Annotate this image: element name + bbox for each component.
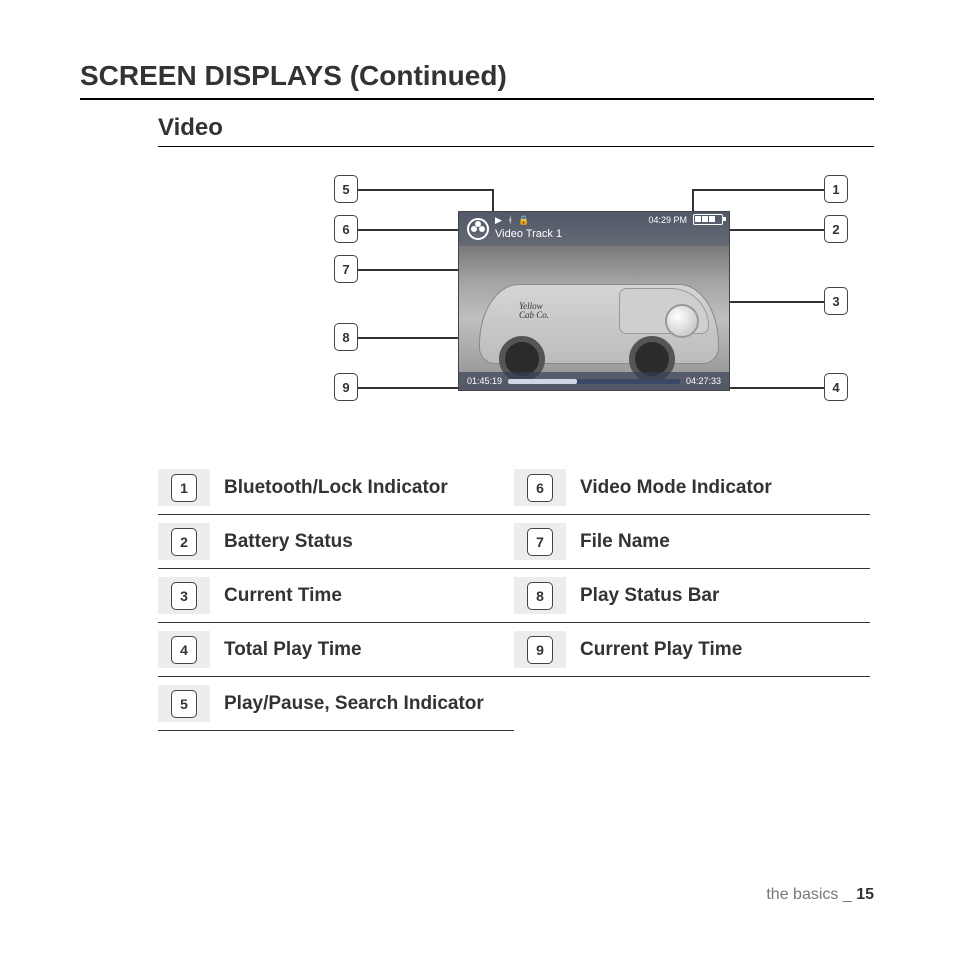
callout-8: 8 bbox=[334, 323, 358, 351]
legend-label: Current Play Time bbox=[580, 639, 742, 661]
legend-row: 8 Play Status Bar bbox=[514, 569, 870, 623]
play-progress bbox=[508, 379, 577, 384]
legend-row: 2 Battery Status bbox=[158, 515, 514, 569]
file-name: Video Track 1 bbox=[495, 228, 562, 240]
callout-6: 6 bbox=[334, 215, 358, 243]
legend-row: 7 File Name bbox=[514, 515, 870, 569]
callout-2: 2 bbox=[824, 215, 848, 243]
legend-row: 6 Video Mode Indicator bbox=[514, 461, 870, 515]
battery-icon bbox=[693, 214, 723, 225]
legend-table: 1 Bluetooth/Lock Indicator 2 Battery Statu… bbox=[158, 461, 874, 731]
callout-7: 7 bbox=[334, 255, 358, 283]
legend-row: 4 Total Play Time bbox=[158, 623, 514, 677]
callout-1: 1 bbox=[824, 175, 848, 203]
callout-9: 9 bbox=[334, 373, 358, 401]
legend-label: Video Mode Indicator bbox=[580, 477, 772, 499]
play-status-bar bbox=[508, 379, 680, 384]
legend-label: Bluetooth/Lock Indicator bbox=[224, 477, 448, 499]
total-play-time: 04:27:33 bbox=[686, 376, 721, 386]
legend-num: 3 bbox=[171, 582, 197, 610]
legend-label: Play Status Bar bbox=[580, 585, 719, 607]
current-time: 04:29 PM bbox=[648, 215, 687, 225]
legend-num: 9 bbox=[527, 636, 553, 664]
legend-row: 5 Play/Pause, Search Indicator bbox=[158, 677, 514, 731]
legend-label: Battery Status bbox=[224, 531, 353, 553]
play-icon: ▶ bbox=[495, 215, 502, 225]
video-mode-icon bbox=[467, 218, 489, 240]
legend-num: 2 bbox=[171, 528, 197, 556]
legend-col-right: 6 Video Mode Indicator 7 File Name 8 Play S… bbox=[514, 461, 870, 731]
legend-label: Play/Pause, Search Indicator bbox=[224, 693, 484, 715]
legend-num: 5 bbox=[171, 690, 197, 718]
video-screen-diagram: 5 6 7 8 9 1 2 3 4 Y bbox=[158, 175, 874, 411]
lock-icon: 🔒 bbox=[518, 215, 529, 225]
footer-section: the basics bbox=[766, 886, 838, 903]
legend-label: Total Play Time bbox=[224, 639, 362, 661]
legend-num: 8 bbox=[527, 582, 553, 610]
page-footer: the basics _ 15 bbox=[766, 886, 874, 904]
footer-sep: _ bbox=[838, 886, 856, 903]
legend-col-left: 1 Bluetooth/Lock Indicator 2 Battery Statu… bbox=[158, 461, 514, 731]
legend-row: 3 Current Time bbox=[158, 569, 514, 623]
callout-3: 3 bbox=[824, 287, 848, 315]
current-play-time: 01:45:19 bbox=[467, 376, 502, 386]
bluetooth-icon: ᚼ bbox=[507, 215, 512, 225]
legend-row: 9 Current Play Time bbox=[514, 623, 870, 677]
callout-5: 5 bbox=[334, 175, 358, 203]
callout-4: 4 bbox=[824, 373, 848, 401]
legend-row: 1 Bluetooth/Lock Indicator bbox=[158, 461, 514, 515]
footer-page: 15 bbox=[856, 886, 874, 903]
cab-text-2: Cab Co. bbox=[519, 310, 549, 320]
legend-num: 1 bbox=[171, 474, 197, 502]
video-screen: Yellow Cab Co. ▶ ᚼ 🔒 Video Track 1 04:29… bbox=[458, 211, 730, 391]
page-title: SCREEN DISPLAYS (Continued) bbox=[80, 60, 874, 100]
legend-num: 6 bbox=[527, 474, 553, 502]
legend-label: Current Time bbox=[224, 585, 342, 607]
legend-num: 4 bbox=[171, 636, 197, 664]
legend-label: File Name bbox=[580, 531, 670, 553]
legend-num: 7 bbox=[527, 528, 553, 556]
section-subtitle: Video bbox=[158, 114, 874, 147]
